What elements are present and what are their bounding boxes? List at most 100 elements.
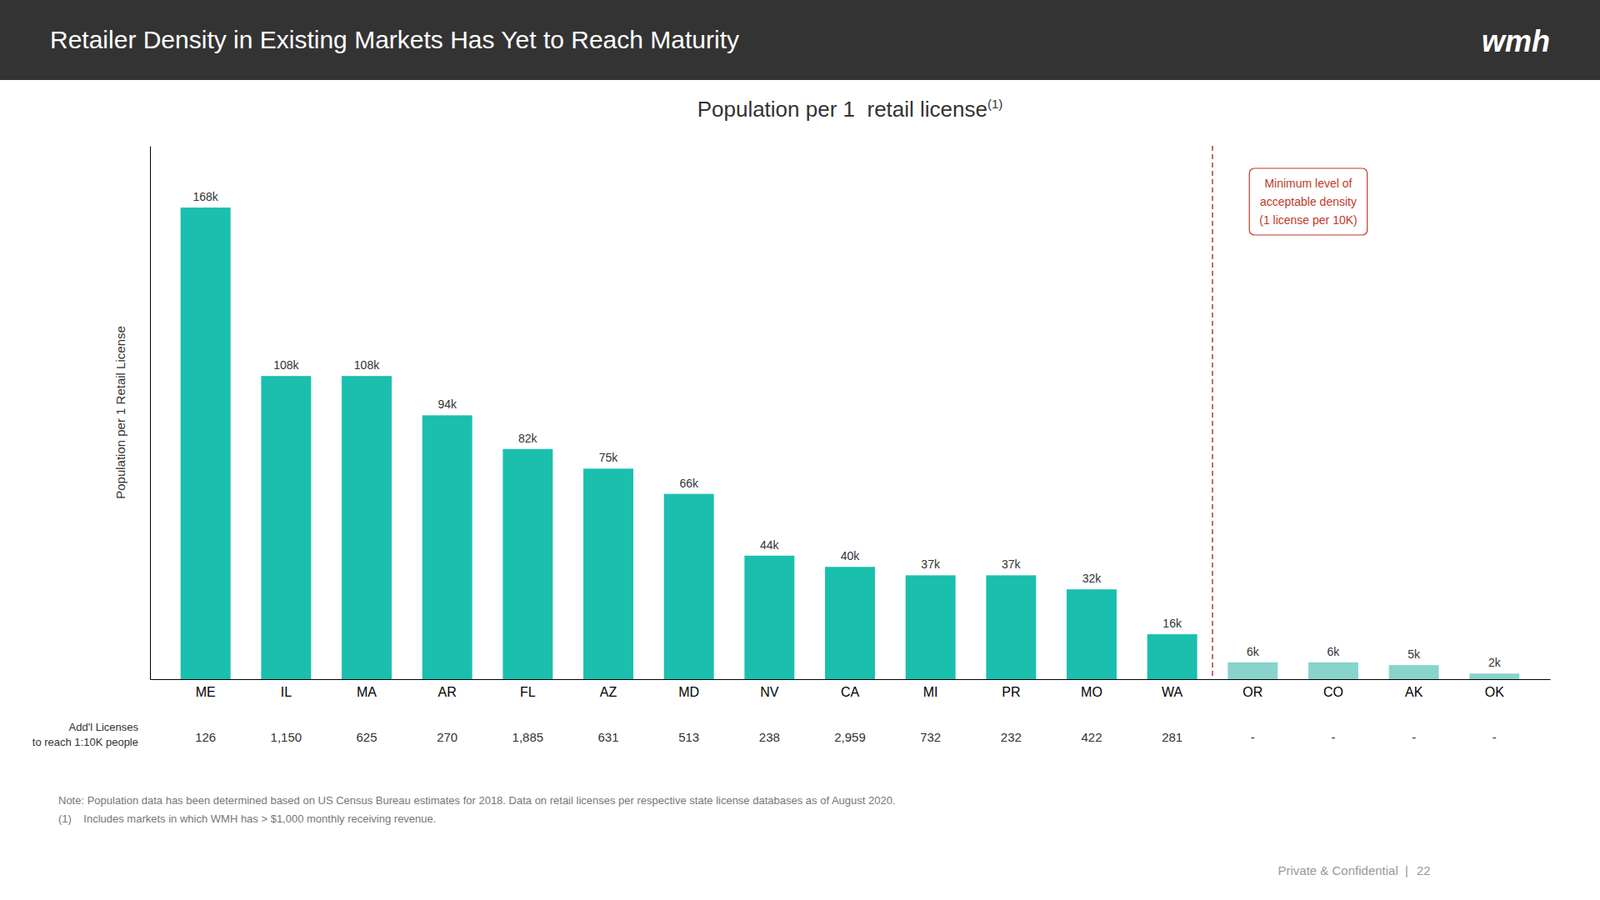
additional-license: 1,150	[270, 730, 303, 745]
x-tick-label: FL	[520, 685, 536, 700]
x-tick: OK	[1485, 679, 1505, 700]
x-tick-label: OR	[1242, 685, 1263, 700]
data-label: 37k	[920, 557, 941, 571]
data-label: 82k	[518, 431, 539, 445]
y-axis	[150, 146, 151, 680]
bar	[583, 468, 634, 680]
annotation-line: acceptable density	[1260, 195, 1357, 209]
x-tick-label: MI	[923, 685, 939, 700]
x-tick: AR	[438, 679, 457, 700]
data-label: 16k	[1162, 616, 1183, 630]
bar	[502, 449, 553, 680]
x-tick-label: WA	[1161, 685, 1184, 700]
data-label: 5k	[1407, 647, 1421, 661]
x-tick: PR	[1001, 679, 1020, 700]
x-tick: IL	[280, 679, 292, 700]
x-tick-label: MA	[356, 685, 377, 700]
y-axis-line	[150, 146, 151, 680]
x-tick-label: IL	[280, 685, 292, 700]
bar	[744, 555, 795, 680]
x-tick-label: AK	[1405, 685, 1424, 700]
x-tick: ME	[195, 679, 216, 700]
chart-svg: Retailer Density in Existing Markets Has…	[0, 0, 1600, 900]
additional-license: 513	[678, 730, 700, 745]
data-labels: 168k 108k 108k 94k 82k 75k 66k 44k 40k 37k 37k 32k 1…	[193, 190, 1502, 670]
additional-license: 422	[1080, 730, 1102, 745]
data-label: 94k	[437, 397, 458, 411]
x-tick-label: CO	[1323, 685, 1344, 700]
data-label: 75k	[599, 450, 620, 465]
x-tick: AZ	[600, 679, 618, 700]
bar	[1469, 673, 1520, 680]
x-tick-label: ME	[195, 685, 216, 700]
x-tick: MD	[678, 679, 700, 700]
additional-license: 232	[1000, 730, 1022, 745]
bar	[1066, 589, 1117, 680]
chart-title: Population per 1 retail license(1)	[697, 96, 1004, 122]
additional-license: 1,885	[512, 730, 545, 745]
data-label: 108k	[354, 358, 380, 372]
data-label: 40k	[840, 549, 861, 563]
x-tick: NV	[760, 679, 780, 700]
chart-title-text: Population per 1 retail license	[697, 96, 988, 122]
data-label: 108k	[273, 358, 300, 372]
data-label: 6k	[1327, 645, 1341, 659]
x-tick: CA	[840, 679, 860, 700]
x-tick-label: AR	[438, 685, 457, 700]
bar	[825, 566, 875, 680]
confidential-note: Private & Confidential |	[1278, 863, 1409, 878]
x-tick: OR	[1242, 679, 1263, 700]
footnote: Note: Population data has been determine…	[58, 794, 896, 807]
x-tick: AK	[1405, 679, 1424, 700]
additional-license: 126	[195, 730, 216, 745]
annotation-text: Minimum level of acceptable density (1 lic…	[1259, 176, 1358, 227]
additional-license: -	[1411, 730, 1416, 745]
data-label: 44k	[760, 538, 780, 552]
header-title: Retailer Density in Existing Markets Has…	[50, 25, 740, 54]
bar	[664, 494, 715, 680]
page-number: 22	[1416, 863, 1431, 878]
chart-title-superscript: (1)	[987, 96, 1003, 111]
x-tick: FL	[520, 679, 536, 700]
additional-license: -	[1492, 730, 1497, 745]
data-label: 37k	[1001, 557, 1022, 571]
additional-license: -	[1330, 730, 1335, 745]
data-label: 32k	[1082, 571, 1103, 585]
bar	[1389, 665, 1440, 680]
additional-license: 281	[1161, 730, 1183, 745]
additional-license: 2,959	[834, 730, 866, 745]
bar	[985, 575, 1036, 680]
footnote: (1) Includes markets in which WMH has > …	[58, 812, 436, 825]
additional-license: 732	[920, 730, 941, 745]
annotation-box	[1249, 168, 1368, 235]
x-tick: CO	[1323, 679, 1344, 700]
additional-license: -	[1250, 730, 1255, 745]
additional-license: 625	[356, 730, 378, 745]
bars	[180, 207, 1520, 680]
annotation-line: Minimum level of	[1264, 176, 1352, 190]
bar	[180, 207, 231, 680]
data-label: 66k	[679, 476, 700, 490]
x-tick: MO	[1080, 679, 1103, 700]
bar	[905, 575, 956, 680]
annotation: Minimum level of acceptable density (1 lic…	[1249, 168, 1368, 235]
annotation-line: (1 license per 10K)	[1259, 213, 1358, 227]
x-tick-label: MD	[678, 685, 700, 700]
data-label: 2k	[1488, 655, 1502, 670]
y-axis-label: Population per 1 Retail License	[113, 325, 128, 500]
x-tick: MI	[923, 679, 939, 700]
x-tick-label: MO	[1080, 685, 1103, 700]
logo: wmh	[1481, 24, 1550, 59]
x-tick-label: NV	[760, 685, 780, 700]
bar	[341, 375, 392, 680]
header-bar	[0, 0, 1600, 80]
additional-licenses-row: Add'l Licensesto reach 1:10K people1261,…	[32, 720, 1497, 749]
x-tick-label: OK	[1485, 685, 1505, 700]
x-tick-label: CA	[840, 685, 860, 700]
bar	[422, 415, 473, 680]
data-label: 168k	[193, 190, 220, 204]
x-tick: WA	[1161, 679, 1184, 700]
bar	[1147, 634, 1198, 680]
data-label: 6k	[1246, 645, 1260, 659]
x-tick-label: PR	[1001, 685, 1020, 700]
